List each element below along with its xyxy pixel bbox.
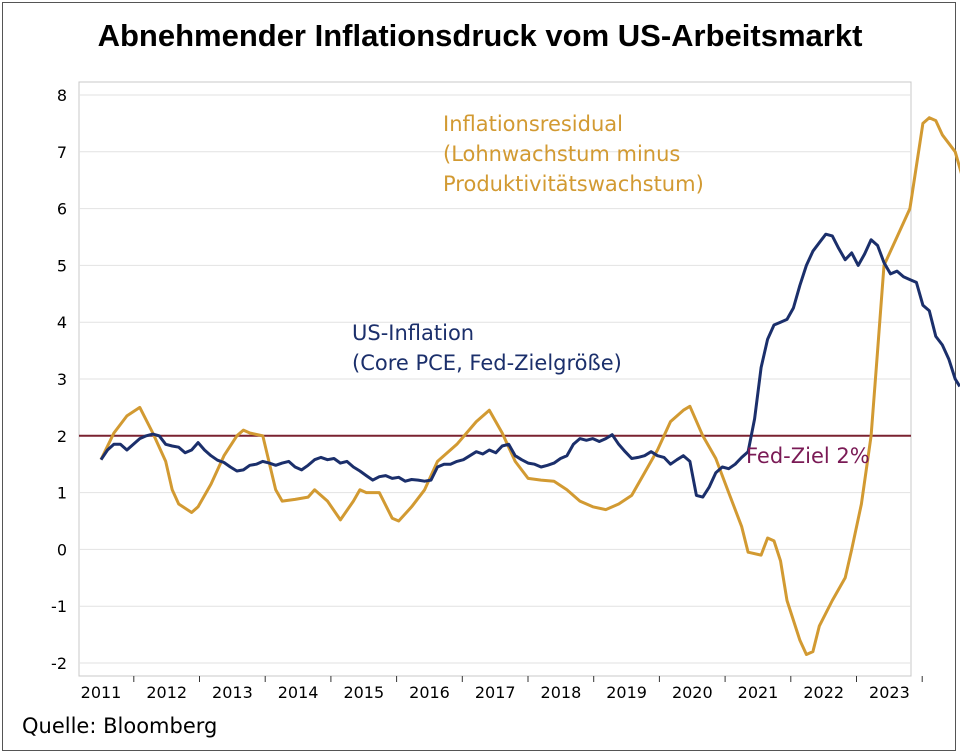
y-tick-label: 2 [57, 427, 67, 446]
x-tick-label: 2016 [409, 683, 450, 702]
annotation-line: US-Inflation [352, 321, 474, 345]
x-tick-label: 2013 [212, 683, 253, 702]
x-tick-label: 2019 [606, 683, 647, 702]
y-tick-label: 5 [57, 256, 67, 275]
x-tick-label: 2014 [278, 683, 319, 702]
chart-title: Abnehmender Inflationsdruck vom US-Arbei… [97, 18, 863, 53]
source-note: Quelle: Bloomberg [22, 714, 218, 738]
x-tick-label: 2015 [343, 683, 384, 702]
x-axis-ticks: 2011 2012 2013 2014 2015 2016 2017 2018 2019 2020… [81, 676, 923, 702]
y-tick-label: 6 [57, 200, 67, 219]
y-tick-label: 4 [57, 313, 67, 332]
annotation-residual: Inflationsresidual (Lohnwachstum minus Pro… [443, 112, 704, 196]
y-tick-label: -2 [51, 654, 67, 673]
x-tick-label: 2020 [672, 683, 713, 702]
y-tick-label: -1 [51, 597, 67, 616]
annotation-line: Produktivitätswachstum) [443, 172, 704, 196]
annotation-inflation: US-Inflation (Core PCE, Fed-Zielgröße) [352, 321, 622, 375]
x-tick-label: 2011 [81, 683, 122, 702]
annotation-line: (Lohnwachstum minus [443, 142, 680, 166]
x-tick-label: 2018 [541, 683, 582, 702]
annotation-line: (Core PCE, Fed-Zielgröße) [352, 351, 622, 375]
series-line-inflation [99, 232, 960, 499]
series-line-residual [99, 116, 960, 656]
x-tick-label: 2022 [803, 683, 844, 702]
y-tick-label: 3 [57, 370, 67, 389]
y-axis-ticks: 8 7 6 5 4 3 2 1 0 -1 -2 [51, 86, 67, 673]
y-tick-label: 7 [57, 143, 67, 162]
annotation-line: Inflationsresidual [443, 112, 623, 136]
x-tick-label: 2023 [869, 683, 910, 702]
y-tick-label: 1 [57, 484, 67, 503]
x-tick-label: 2021 [738, 683, 779, 702]
y-tick-label: 8 [57, 86, 67, 105]
y-tick-label: 0 [57, 540, 67, 559]
annotation-fed-target: Fed-Ziel 2% [746, 444, 870, 468]
gridlines [79, 94, 911, 664]
x-tick-label: 2012 [146, 683, 187, 702]
x-tick-label: 2017 [475, 683, 516, 702]
